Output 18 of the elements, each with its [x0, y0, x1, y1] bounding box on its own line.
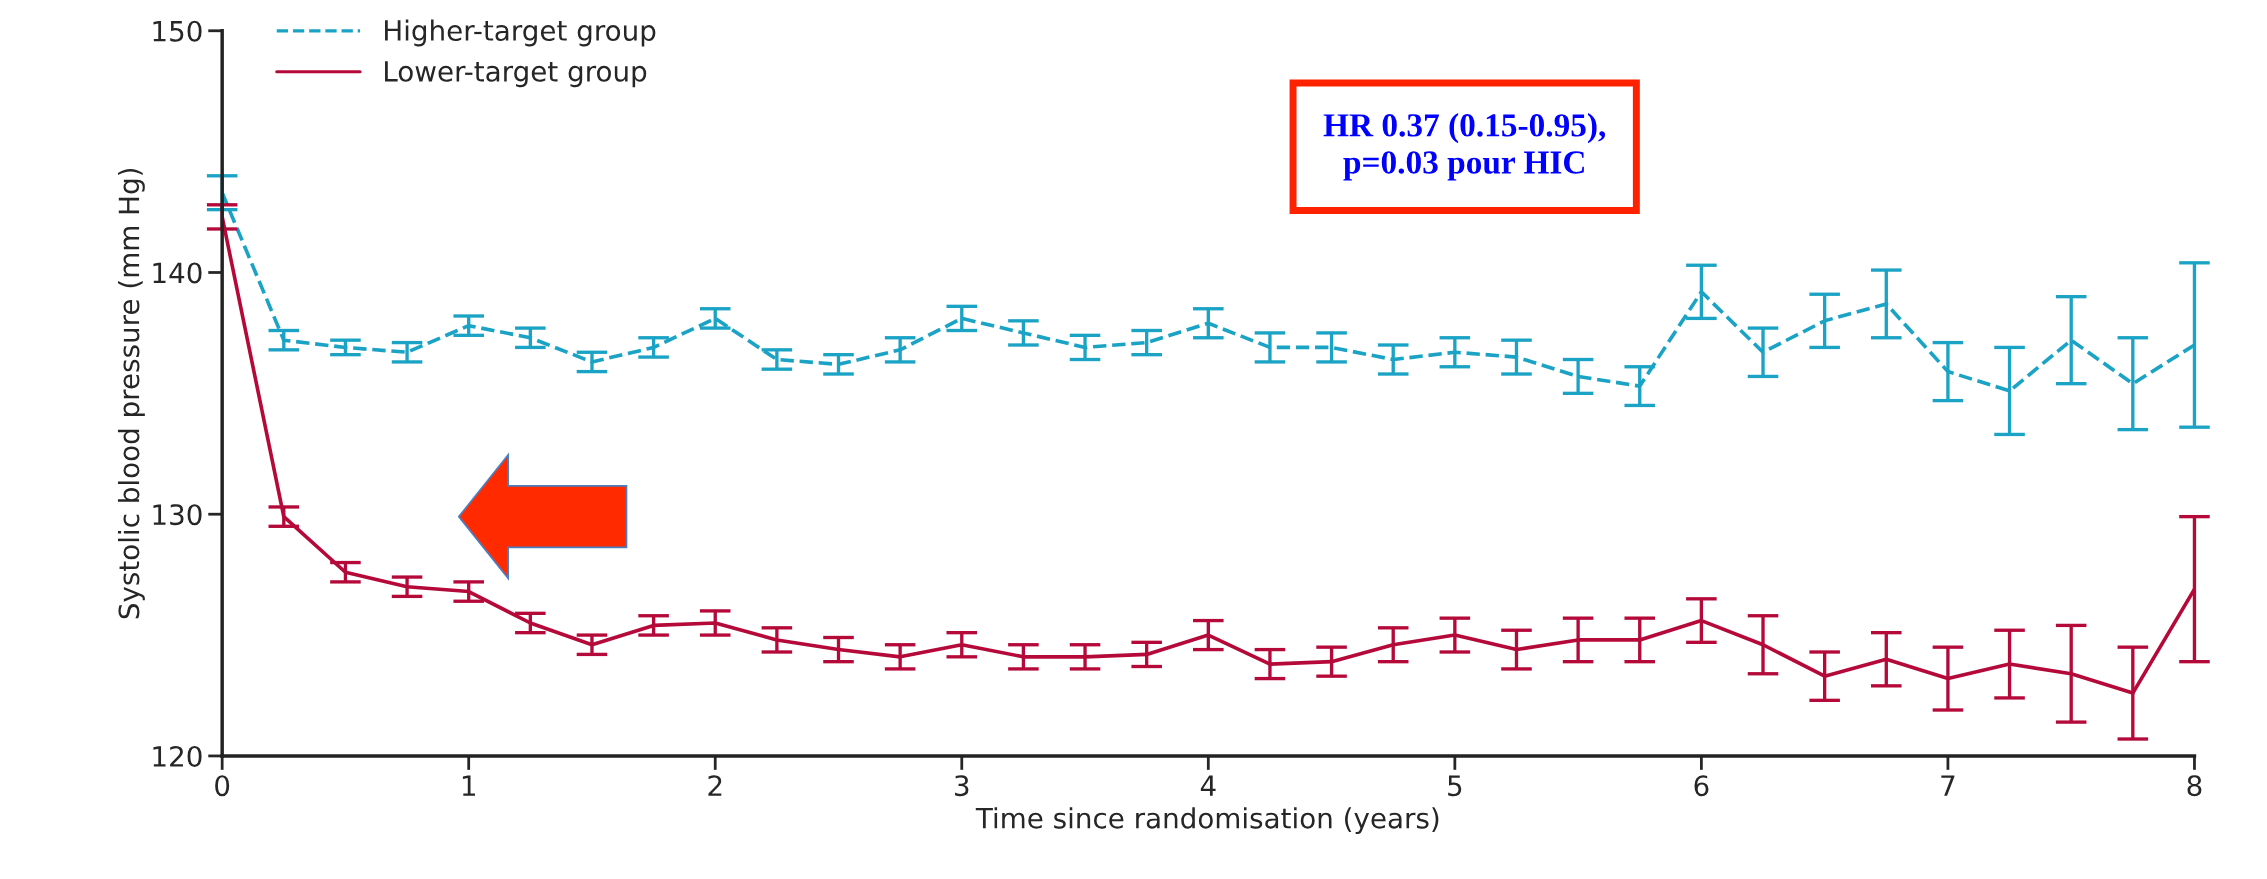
y-tick-label: 150	[153, 20, 202, 42]
x-tick-label: 6	[1694, 775, 1709, 797]
x-tick-label: 4	[1200, 775, 1216, 796]
annotation: HR 0.37 (0.15-0.95), p=0.03 pour HIC	[1323, 113, 1606, 181]
x-tick-label: 1	[462, 775, 475, 796]
x-tick-label: 5	[1448, 775, 1462, 797]
y-tick-label: 140	[153, 262, 202, 284]
x-tick-label: 3	[955, 775, 969, 797]
x-tick-label: 2	[708, 775, 722, 796]
y-tick-label: 130	[153, 504, 202, 526]
y-tick-label: 120	[153, 745, 202, 767]
legend-label: Higher-target group	[385, 19, 656, 47]
y-axis-title: Systolic blood pressure (mm Hg)	[117, 168, 145, 619]
x-tick-label: 8	[2187, 775, 2202, 797]
x-axis-title: Time since randomisation (years)	[975, 807, 1439, 835]
legend-label: Lower-target group	[385, 61, 647, 88]
x-tick-label: 0	[215, 775, 230, 797]
x-tick-label: 7	[1941, 775, 1955, 796]
